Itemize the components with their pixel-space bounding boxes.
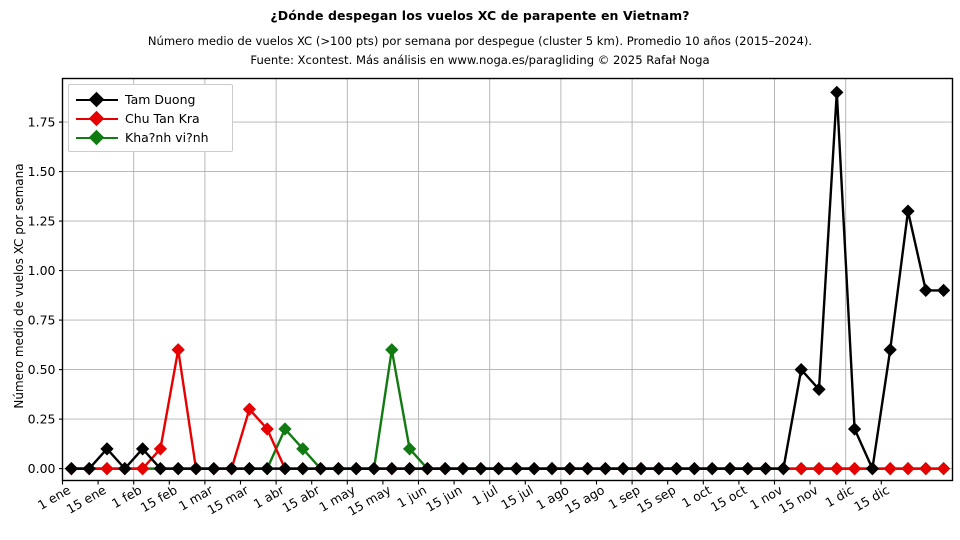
svg-text:15 dic: 15 dic (851, 482, 892, 514)
chart-title: ¿Dónde despegan los vuelos XC de parapen… (270, 8, 690, 23)
svg-text:1.50: 1.50 (28, 164, 56, 179)
svg-text:15 ene: 15 ene (64, 482, 109, 517)
y-axis: 0.00 0.25 0.50 0.75 1.00 1.25 1.50 1.75 (28, 115, 63, 476)
svg-text:0.50: 0.50 (28, 362, 56, 377)
svg-text:0.25: 0.25 (28, 412, 56, 427)
series-kha-nh-vi-nh (64, 343, 951, 476)
svg-text:1.75: 1.75 (28, 115, 56, 130)
axes-spines (61, 77, 954, 482)
svg-text:1 feb: 1 feb (109, 482, 144, 511)
legend-marker-tam-duong (76, 91, 118, 108)
legend-item-chu-tan-kra[interactable]: Chu Tan Kra (69, 109, 232, 128)
svg-text:15 jun: 15 jun (423, 482, 464, 515)
svg-text:1.00: 1.00 (28, 263, 56, 278)
svg-text:15 abr: 15 abr (280, 482, 323, 516)
chart-subtitle: Número medio de vuelos XC (>100 pts) por… (0, 32, 960, 70)
chart-subtitle-line-2: Fuente: Xcontest. Más análisis en www.no… (250, 53, 710, 67)
series-tam-duong (64, 85, 951, 476)
legend-marker-khanh-vinh (76, 129, 118, 146)
svg-text:1 dic: 1 dic (823, 482, 857, 510)
svg-text:15 mar: 15 mar (205, 482, 252, 518)
svg-text:15 sep: 15 sep (634, 482, 678, 516)
series-chu-tan-kra (64, 343, 951, 476)
legend-item-khanh-vinh[interactable]: Kha?nh vi?nh (69, 128, 232, 147)
svg-text:15 feb: 15 feb (138, 482, 180, 515)
svg-text:15 nov: 15 nov (776, 482, 821, 517)
svg-text:15 ago: 15 ago (562, 482, 607, 517)
svg-text:15 jul: 15 jul (498, 482, 536, 512)
legend-label-chu-tan-kra: Chu Tan Kra (125, 110, 200, 126)
chart-subtitle-line-1: Número medio de vuelos XC (>100 pts) por… (147, 34, 813, 48)
legend-item-tam-duong[interactable]: Tam Duong (69, 90, 232, 109)
svg-text:1 oct: 1 oct (679, 482, 714, 511)
svg-text:1 jun: 1 jun (394, 482, 429, 511)
svg-text:1 jul: 1 jul (469, 482, 500, 508)
svg-text:0.75: 0.75 (28, 313, 56, 328)
chart-legend: Tam Duong Chu Tan Kra Kha?nh vi?nh (68, 84, 233, 152)
legend-label-khanh-vinh: Kha?nh vi?nh (125, 129, 209, 145)
svg-text:15 oct: 15 oct (708, 482, 750, 515)
legend-marker-chu-tan-kra (76, 110, 118, 127)
svg-text:0.00: 0.00 (28, 461, 56, 476)
svg-text:1.25: 1.25 (28, 214, 56, 229)
legend-label-tam-duong: Tam Duong (125, 91, 196, 107)
